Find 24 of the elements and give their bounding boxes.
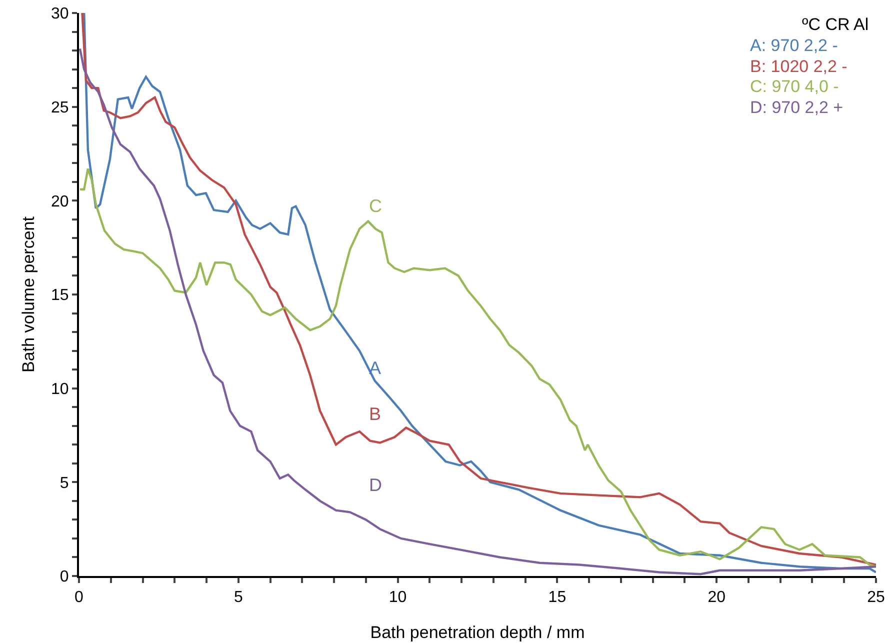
x-tick-label: 15 bbox=[548, 589, 566, 606]
y-tick-label: 15 bbox=[51, 287, 69, 304]
x-tick-label: 0 bbox=[74, 589, 84, 606]
annotation: ºC CR Al bbox=[802, 15, 869, 34]
x-tick-label: 5 bbox=[234, 589, 243, 606]
annotation: D bbox=[369, 475, 382, 495]
x-tick-label: 10 bbox=[388, 589, 407, 606]
y-axis-title: Bath volume percent bbox=[19, 216, 38, 372]
line-series bbox=[79, 168, 876, 568]
x-axis-title: Bath penetration depth / mm bbox=[370, 623, 585, 642]
annotation: B: 1020 2,2 - bbox=[750, 57, 848, 76]
y-tick-label: 10 bbox=[51, 380, 69, 398]
annotation: B bbox=[369, 404, 382, 424]
y-tick-label: 0 bbox=[60, 568, 69, 586]
y-tick-label: 25 bbox=[51, 99, 69, 116]
annotation: A: 970 2,2 - bbox=[750, 36, 838, 55]
x-tick-label: 20 bbox=[708, 589, 726, 606]
y-tick-label: 5 bbox=[60, 474, 69, 492]
y-tick-label: 30 bbox=[51, 6, 69, 23]
annotation: C bbox=[369, 196, 382, 216]
annotation: D: 970 2,2 + bbox=[750, 98, 844, 117]
x-tick-label: 25 bbox=[867, 589, 885, 606]
y-tick-label: 20 bbox=[51, 193, 69, 210]
annotation: C: 970 4,0 - bbox=[750, 77, 839, 96]
